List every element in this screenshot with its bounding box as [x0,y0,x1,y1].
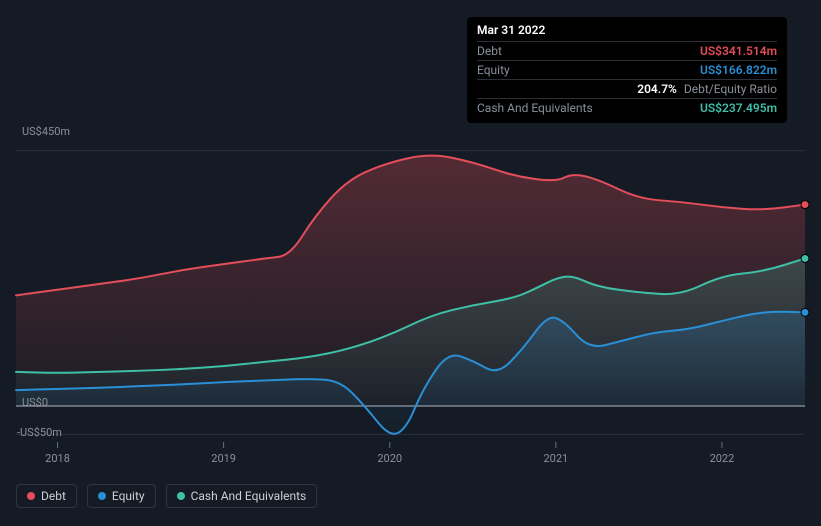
legend-item-equity[interactable]: Equity [87,484,156,508]
chart-tooltip: Mar 31 2022 Debt US$341.514m Equity US$1… [467,17,787,123]
circle-icon [98,492,106,500]
tooltip-row-debt: Debt US$341.514m [477,41,777,60]
tooltip-value-debt: US$341.514m [700,44,777,58]
tooltip-label: Debt [477,44,502,58]
legend-item-debt[interactable]: Debt [16,484,77,508]
x-axis-tick: 2019 [211,452,236,465]
tooltip-row-cash: Cash And Equivalents US$237.495m [477,98,777,117]
legend-label: Equity [112,489,145,503]
tooltip-ratio-label: Debt/Equity Ratio [684,82,777,96]
tooltip-value-equity: US$166.822m [700,63,777,77]
legend-label: Debt [41,489,66,503]
tooltip-row-equity: Equity US$166.822m [477,60,777,79]
y-axis-label: -US$50m [17,426,62,439]
legend-label: Cash And Equivalents [191,489,307,503]
circle-icon [177,492,185,500]
tooltip-row-ratio: 204.7% Debt/Equity Ratio [477,79,777,98]
x-axis-tick: 2018 [45,452,70,465]
tooltip-label: Cash And Equivalents [477,101,593,115]
financial-chart: { "chart": { "type": "area", "background… [0,0,821,526]
x-axis-tick: 2022 [710,452,735,465]
tooltip-label: Equity [477,63,510,77]
x-axis-tick: 2020 [377,452,402,465]
circle-icon [27,492,35,500]
legend-item-cash[interactable]: Cash And Equivalents [166,484,318,508]
y-axis-label: US$450m [22,125,70,138]
chart-legend: Debt Equity Cash And Equivalents [16,484,317,508]
tooltip-ratio-value: 204.7% [637,82,677,96]
x-axis-tick: 2021 [543,452,568,465]
tooltip-date: Mar 31 2022 [477,23,777,41]
tooltip-value-cash: US$237.495m [700,101,777,115]
y-axis-label: US$0 [22,396,48,409]
